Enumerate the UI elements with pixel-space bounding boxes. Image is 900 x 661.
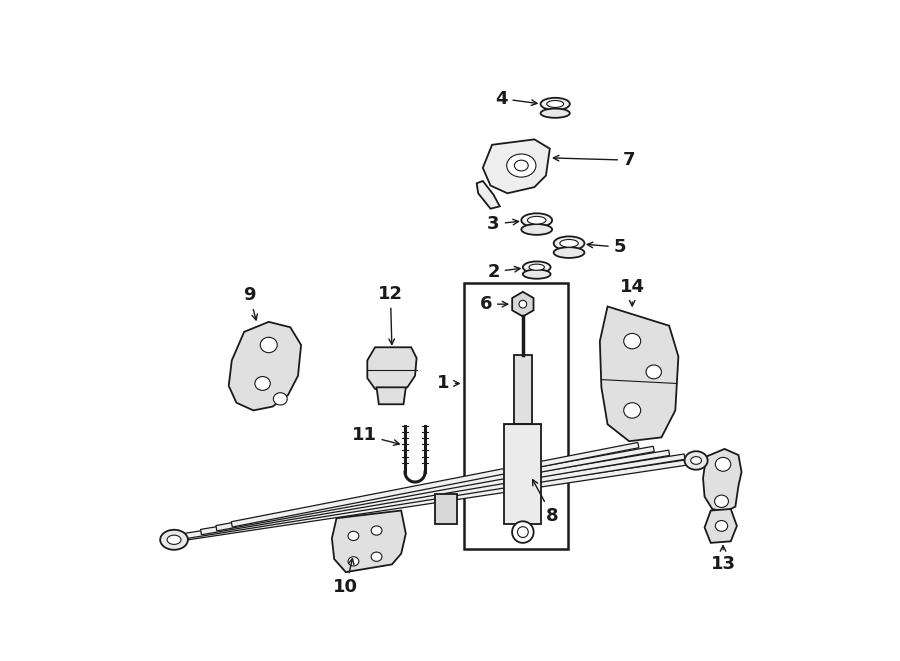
Polygon shape [229,322,302,410]
Polygon shape [332,510,406,572]
Text: 12: 12 [378,285,403,344]
Ellipse shape [541,98,570,110]
Ellipse shape [521,214,552,227]
Text: 7: 7 [554,151,635,169]
Ellipse shape [715,495,728,508]
Text: 1: 1 [437,375,459,393]
Text: 8: 8 [533,480,559,525]
Ellipse shape [160,529,188,550]
Ellipse shape [529,264,544,270]
Ellipse shape [527,216,546,224]
Text: 14: 14 [620,278,644,306]
Polygon shape [231,442,639,527]
Polygon shape [170,458,700,543]
Ellipse shape [348,531,359,541]
Ellipse shape [560,239,579,247]
Text: 5: 5 [587,238,626,256]
Text: 13: 13 [711,545,735,573]
Ellipse shape [255,377,270,391]
Polygon shape [482,139,550,193]
Ellipse shape [371,552,382,561]
Ellipse shape [371,526,382,535]
Ellipse shape [167,535,181,545]
Ellipse shape [512,522,534,543]
Ellipse shape [523,261,551,273]
Polygon shape [435,494,456,524]
Ellipse shape [624,403,641,418]
Polygon shape [705,509,737,543]
Text: 2: 2 [487,263,520,281]
Ellipse shape [518,527,528,537]
Ellipse shape [541,108,570,118]
Bar [504,424,541,524]
Polygon shape [376,387,406,405]
Ellipse shape [690,457,701,464]
Ellipse shape [274,393,287,405]
Polygon shape [599,307,679,442]
Ellipse shape [523,270,551,279]
Polygon shape [367,347,417,393]
Ellipse shape [515,160,528,171]
Ellipse shape [519,300,526,308]
Ellipse shape [554,237,584,251]
Polygon shape [216,446,654,531]
Bar [464,284,568,549]
Text: 4: 4 [495,90,537,108]
Polygon shape [201,450,670,535]
Ellipse shape [521,224,552,235]
Ellipse shape [624,333,641,349]
Ellipse shape [554,247,584,258]
Polygon shape [185,454,685,539]
Ellipse shape [507,154,536,177]
Ellipse shape [716,520,728,531]
Ellipse shape [260,337,277,353]
Polygon shape [512,292,534,317]
Ellipse shape [716,457,731,471]
Text: 9: 9 [243,286,257,320]
Bar [514,355,532,424]
Text: 11: 11 [352,426,400,446]
Text: 10: 10 [333,559,358,596]
Ellipse shape [646,365,662,379]
Ellipse shape [348,557,359,566]
Text: 3: 3 [487,215,518,233]
Polygon shape [703,449,742,512]
Ellipse shape [546,100,563,108]
Polygon shape [477,181,500,209]
Ellipse shape [685,451,707,470]
Text: 6: 6 [480,295,508,313]
